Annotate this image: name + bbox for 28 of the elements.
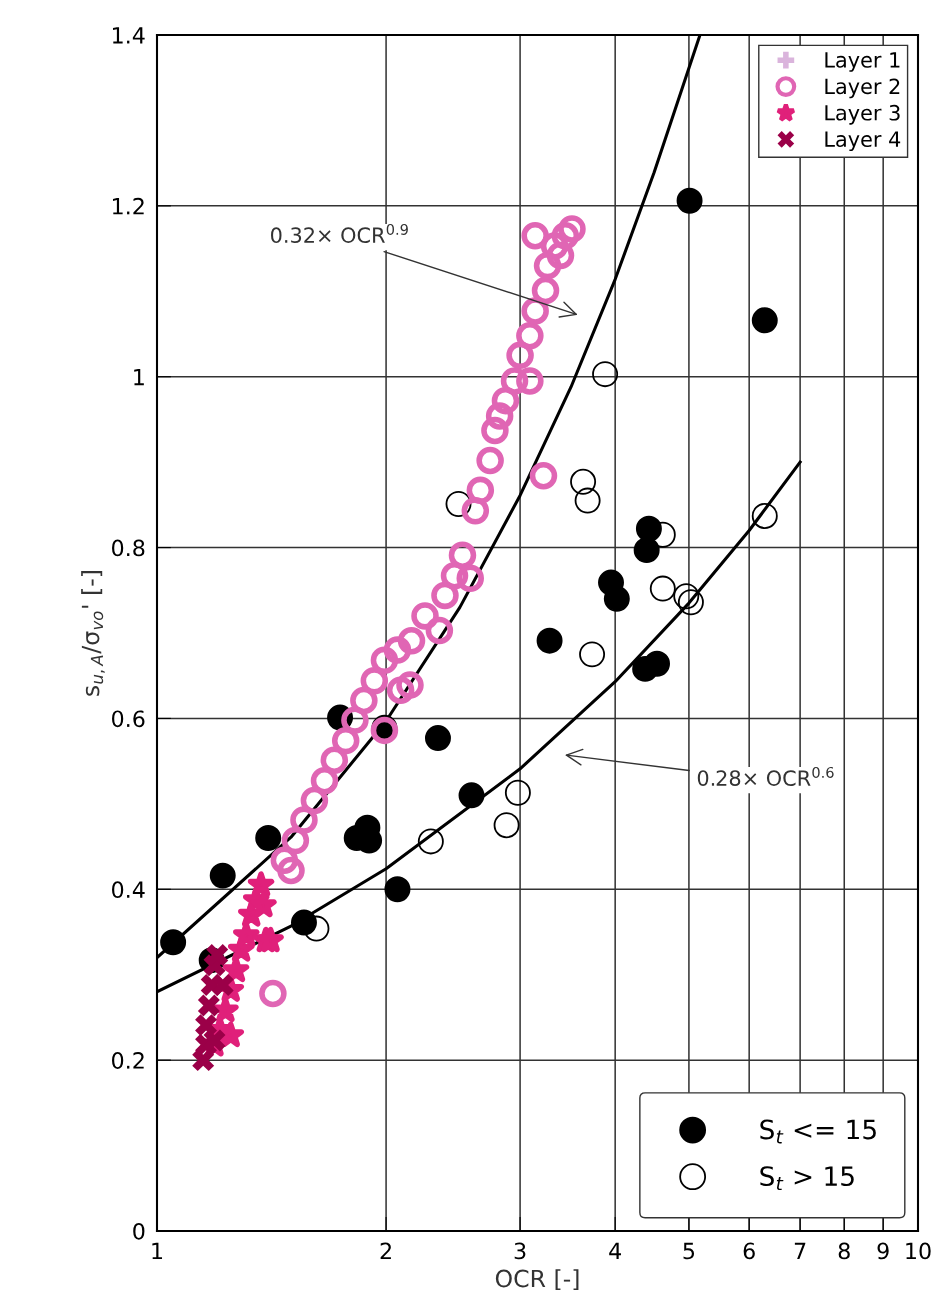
y-axis-title: s$_{u,A}$/σ$_{vo}$' [-] <box>81 571 105 696</box>
x-tick-label: 10 <box>906 1242 931 1260</box>
y-tick-label: 1 <box>134 368 144 386</box>
x-tick-label: 6 <box>743 1242 755 1260</box>
y-tick-label: 0.6 <box>112 710 145 728</box>
x-tick-label: 2 <box>380 1242 391 1259</box>
y-tick-label: 1.4 <box>112 27 145 44</box>
legend-label: S$_{t}$ > 15 <box>760 1166 854 1191</box>
x-tick-label: 7 <box>794 1242 806 1259</box>
x-axis-title: OCR [-] <box>495 1269 579 1290</box>
x-tick-label: 1 <box>152 1242 163 1259</box>
y-tick-label: 0.4 <box>112 881 145 899</box>
y-tick-label: 1.2 <box>112 197 144 215</box>
annotation: 0.32× OCR$^{0.9}$ <box>271 223 408 244</box>
annotation: 0.28× OCR$^{0.6}$ <box>697 766 834 786</box>
legend-label: Layer 4 <box>825 131 901 152</box>
x-tick-label: 8 <box>838 1242 850 1260</box>
x-tick-label: 5 <box>683 1242 695 1260</box>
y-tick-label: 0 <box>133 1222 145 1240</box>
y-tick-label: 0.8 <box>112 539 145 557</box>
y-tick-label: 0.2 <box>112 1052 144 1069</box>
x-tick-label: 4 <box>609 1242 621 1259</box>
x-tick-label: 9 <box>877 1242 889 1260</box>
legend-label: Layer 2 <box>825 78 900 99</box>
x-tick-label: 3 <box>514 1242 526 1260</box>
legend-label: Layer 3 <box>825 104 900 125</box>
legend-label: Layer 1 <box>825 52 900 72</box>
legend-label: S$_{t}$ <= 15 <box>760 1119 876 1144</box>
